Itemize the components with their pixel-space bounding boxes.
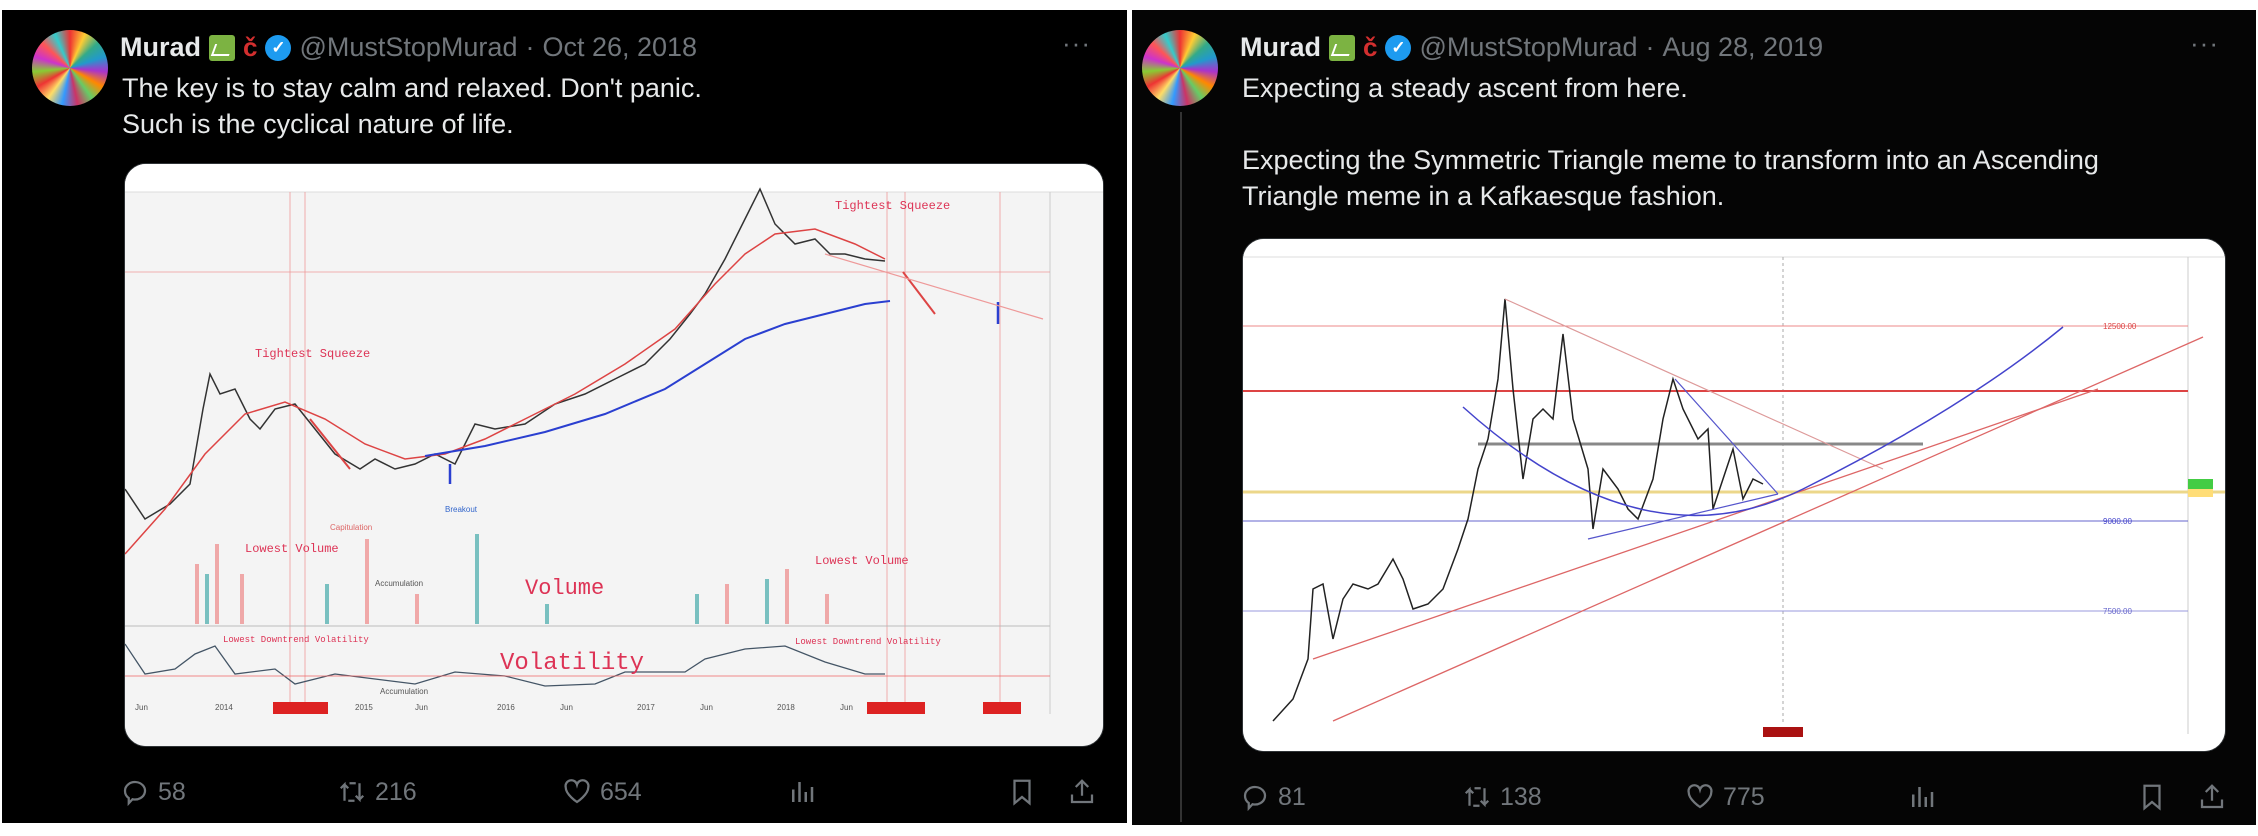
annotation-lowest-volume-2: Lowest Volume [815, 554, 909, 568]
views-button[interactable] [787, 777, 817, 807]
btc-triangle-chart-image: 12500.00 9000.00 7500.00 [1243, 239, 2225, 751]
separator: · [525, 32, 535, 62]
like-button[interactable]: 775 [1685, 782, 1765, 812]
svg-text:9000.00: 9000.00 [2103, 517, 2132, 526]
views-icon [1912, 787, 1934, 807]
tweet-actions: 58 216 654 [2, 772, 1127, 812]
annotation-volume: Volume [525, 576, 604, 601]
tweet-date[interactable]: Oct 26, 2018 [542, 32, 698, 62]
annotation-lowest-downtrend-volatility-2: Lowest Downtrend Volatility [795, 637, 941, 647]
repost-button[interactable]: 138 [1462, 782, 1542, 812]
repost-count: 138 [1500, 782, 1542, 811]
more-icon[interactable]: ··· [1062, 28, 1091, 58]
avatar[interactable] [1142, 30, 1218, 106]
x-tick: Jun [415, 703, 428, 712]
x-tick: Jun [840, 703, 853, 712]
x-tick: 2018 [777, 703, 795, 712]
annotation-breakout: Breakout [445, 505, 478, 514]
author-handle[interactable]: @MustStopMurad [1419, 32, 1638, 62]
verified-badge-icon: ✓ [265, 34, 292, 61]
verified-badge-icon: ✓ [1385, 34, 1412, 61]
like-count: 654 [600, 777, 642, 806]
annotation-accumulation-1: Accumulation [375, 579, 423, 588]
tweet-date[interactable]: Aug 28, 2019 [1662, 32, 1824, 62]
repost-count: 216 [375, 777, 417, 806]
repost-icon [339, 781, 365, 803]
annotation-tightest-squeeze-2: Tightest Squeeze [835, 199, 950, 213]
svg-text:12500.00: 12500.00 [2103, 322, 2137, 331]
like-icon [564, 779, 590, 804]
bookmark-button[interactable] [2137, 782, 2167, 812]
avatar[interactable] [32, 30, 108, 106]
reply-count: 58 [158, 777, 186, 806]
tweet-image-chart[interactable]: Tightest Squeeze Tightest Squeeze Lowest… [124, 163, 1104, 747]
x-tick: Jun [560, 703, 573, 712]
like-button[interactable]: 654 [562, 777, 642, 807]
tweet-actions: 81 138 775 [1132, 777, 2256, 817]
views-button[interactable] [1907, 782, 1937, 812]
tweet-1[interactable]: Murad č ✓ @MustStopMurad · Oct 26, 2018 … [2, 10, 1127, 823]
reply-icon [1243, 785, 1267, 812]
annotation-accumulation-2: Accumulation [380, 687, 428, 696]
tweet-text: The key is to stay calm and relaxed. Don… [122, 73, 702, 139]
separator: · [1645, 32, 1655, 62]
magnet-emoji-icon: č [1363, 32, 1378, 62]
share-icon [2200, 784, 2224, 809]
annotation-lowest-downtrend-volatility-1: Lowest Downtrend Volatility [223, 635, 369, 645]
reply-icon [123, 780, 147, 807]
chart-emoji-icon [209, 34, 235, 61]
bookmark-icon [1013, 779, 1031, 806]
x-tick: 2017 [637, 703, 655, 712]
views-icon [792, 782, 814, 802]
x-tick: 2016 [497, 703, 515, 712]
share-icon [1070, 779, 1094, 804]
thread-line [1180, 112, 1182, 822]
x-tick: 2014 [215, 703, 233, 712]
btc-chart-image: Tightest Squeeze Tightest Squeeze Lowest… [125, 164, 1103, 746]
annotation-lowest-volume-1: Lowest Volume [245, 542, 339, 556]
annotation-volatility: Volatility [500, 650, 644, 677]
tweet-image-chart[interactable]: 12500.00 9000.00 7500.00 [1242, 238, 2226, 752]
repost-icon [1464, 786, 1490, 808]
annotation-tightest-squeeze-1: Tightest Squeeze [255, 347, 370, 361]
reply-count: 81 [1278, 782, 1306, 811]
tweet-text: Expecting a steady ascent from here. Exp… [1242, 73, 2099, 211]
reply-button[interactable]: 58 [120, 777, 186, 807]
share-button[interactable] [2197, 782, 2227, 812]
x-tick: Jun [700, 703, 713, 712]
magnet-emoji-icon: č [243, 32, 258, 62]
author-name[interactable]: Murad [1240, 32, 1321, 62]
more-icon[interactable]: ··· [2190, 28, 2219, 58]
reply-button[interactable]: 81 [1240, 782, 1306, 812]
repost-button[interactable]: 216 [337, 777, 417, 807]
like-count: 775 [1723, 782, 1765, 811]
x-tick: Jun [135, 703, 148, 712]
tweet-2[interactable]: Murad č ✓ @MustStopMurad · Aug 28, 2019 … [1132, 10, 2256, 825]
author-name[interactable]: Murad [120, 32, 201, 62]
bookmark-icon [2143, 784, 2161, 811]
annotation-capitulation: Capitulation [330, 523, 372, 532]
like-icon [1687, 784, 1713, 809]
bookmark-button[interactable] [1007, 777, 1037, 807]
author-handle[interactable]: @MustStopMurad [299, 32, 518, 62]
svg-text:7500.00: 7500.00 [2103, 607, 2132, 616]
chart-emoji-icon [1329, 34, 1355, 61]
x-tick: 2015 [355, 703, 373, 712]
share-button[interactable] [1067, 777, 1097, 807]
